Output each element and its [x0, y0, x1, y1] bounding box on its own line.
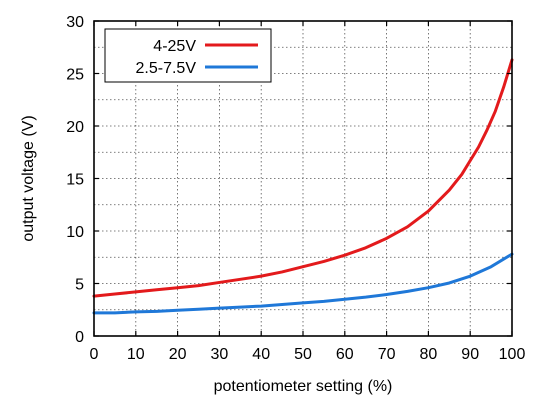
x-tick-label: 0	[90, 346, 99, 363]
x-tick-label: 70	[378, 346, 396, 363]
series-layer	[92, 58, 514, 315]
x-axis-label: potentiometer setting (%)	[214, 378, 393, 395]
y-axis-label: output voltage (V)	[20, 115, 37, 241]
series-line-4-25v	[92, 58, 514, 298]
tick-label-layer: 0 10 20 30 40 50 60 70 80 90 100 0 5 10 15 20 25 30	[66, 14, 525, 363]
x-tick-label: 50	[294, 346, 312, 363]
y-tick-label: 15	[66, 172, 84, 189]
y-tick-label: 25	[66, 67, 84, 84]
x-tick-label: 20	[169, 346, 187, 363]
y-tick-label: 20	[66, 119, 84, 136]
x-tick-label: 80	[420, 346, 438, 363]
x-tick-label: 60	[336, 346, 354, 363]
legend-label-4-25v: 4-25V	[153, 38, 196, 55]
x-tick-label: 30	[211, 346, 229, 363]
y-tick-label: 10	[66, 224, 84, 241]
legend: 4-25V 2.5-7.5V	[104, 28, 272, 83]
x-tick-label: 40	[252, 346, 270, 363]
y-tick-label: 0	[75, 329, 84, 346]
x-tick-label: 90	[461, 346, 479, 363]
y-tick-label: 5	[75, 277, 84, 294]
y-tick-label: 30	[66, 14, 84, 31]
legend-label-2-5-7-5v: 2.5-7.5V	[136, 60, 197, 77]
x-tick-label: 10	[127, 346, 145, 363]
x-tick-label: 100	[499, 346, 526, 363]
tick-layer	[93, 20, 513, 337]
series-line-2-5-7-5v	[92, 252, 514, 315]
legend-box	[104, 28, 272, 83]
